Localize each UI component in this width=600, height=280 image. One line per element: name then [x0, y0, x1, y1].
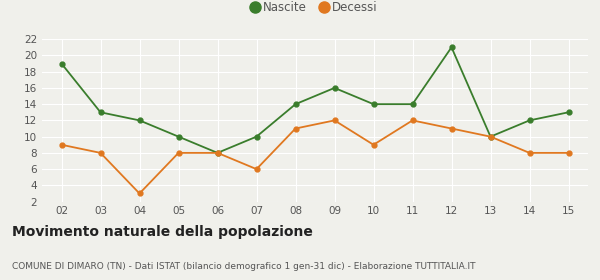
Text: COMUNE DI DIMARO (TN) - Dati ISTAT (bilancio demografico 1 gen-31 dic) - Elabora: COMUNE DI DIMARO (TN) - Dati ISTAT (bila…	[12, 262, 476, 271]
Text: Movimento naturale della popolazione: Movimento naturale della popolazione	[12, 225, 313, 239]
Legend: Nascite, Decessi: Nascite, Decessi	[248, 0, 382, 19]
